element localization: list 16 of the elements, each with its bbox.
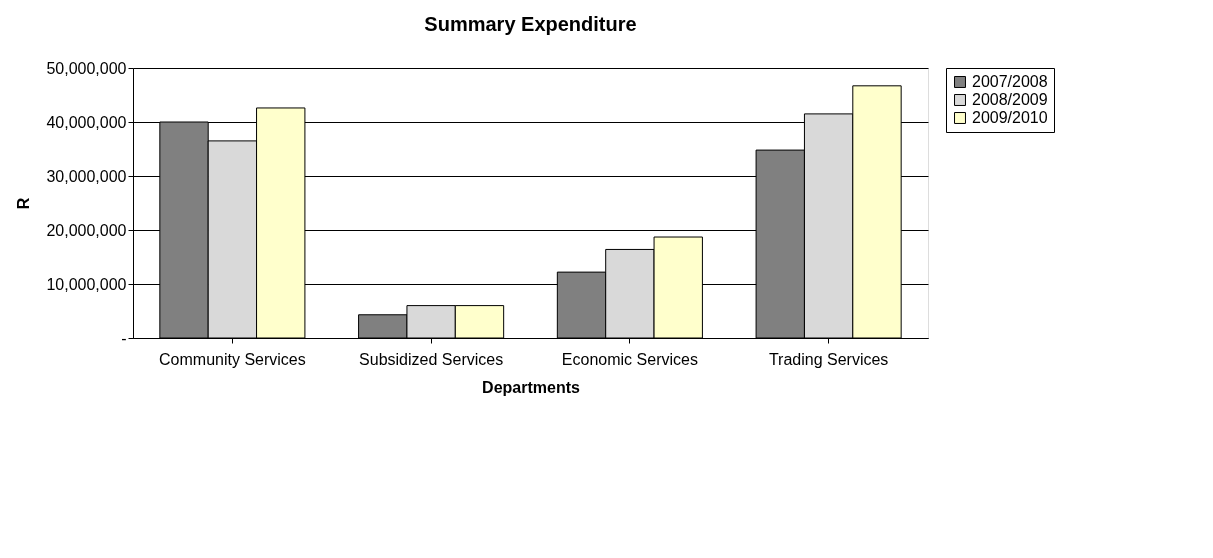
x-tick-label: Community Services [159,350,306,368]
legend-label: 2007/2008 [972,73,1048,90]
y-tick-label: 40,000,000 [46,113,127,131]
y-tick-label: 10,000,000 [46,275,127,293]
legend-label: 2008/2009 [972,91,1048,108]
y-tick-label: - [121,329,127,347]
x-tick-label: Economic Services [561,350,698,368]
x-axis-title: Departments [482,378,580,396]
x-tick-label: Trading Services [768,350,889,368]
legend-label: 2009/2010 [972,109,1048,126]
y-tick-label: 50,000,000 [46,59,127,77]
y-tick-label: 30,000,000 [46,167,127,185]
y-axis-title: R [15,197,33,210]
x-tick-label: Subsidized Services [359,350,504,368]
chart-title: Summary Expenditure [424,13,637,35]
y-tick-label: 20,000,000 [46,221,127,239]
